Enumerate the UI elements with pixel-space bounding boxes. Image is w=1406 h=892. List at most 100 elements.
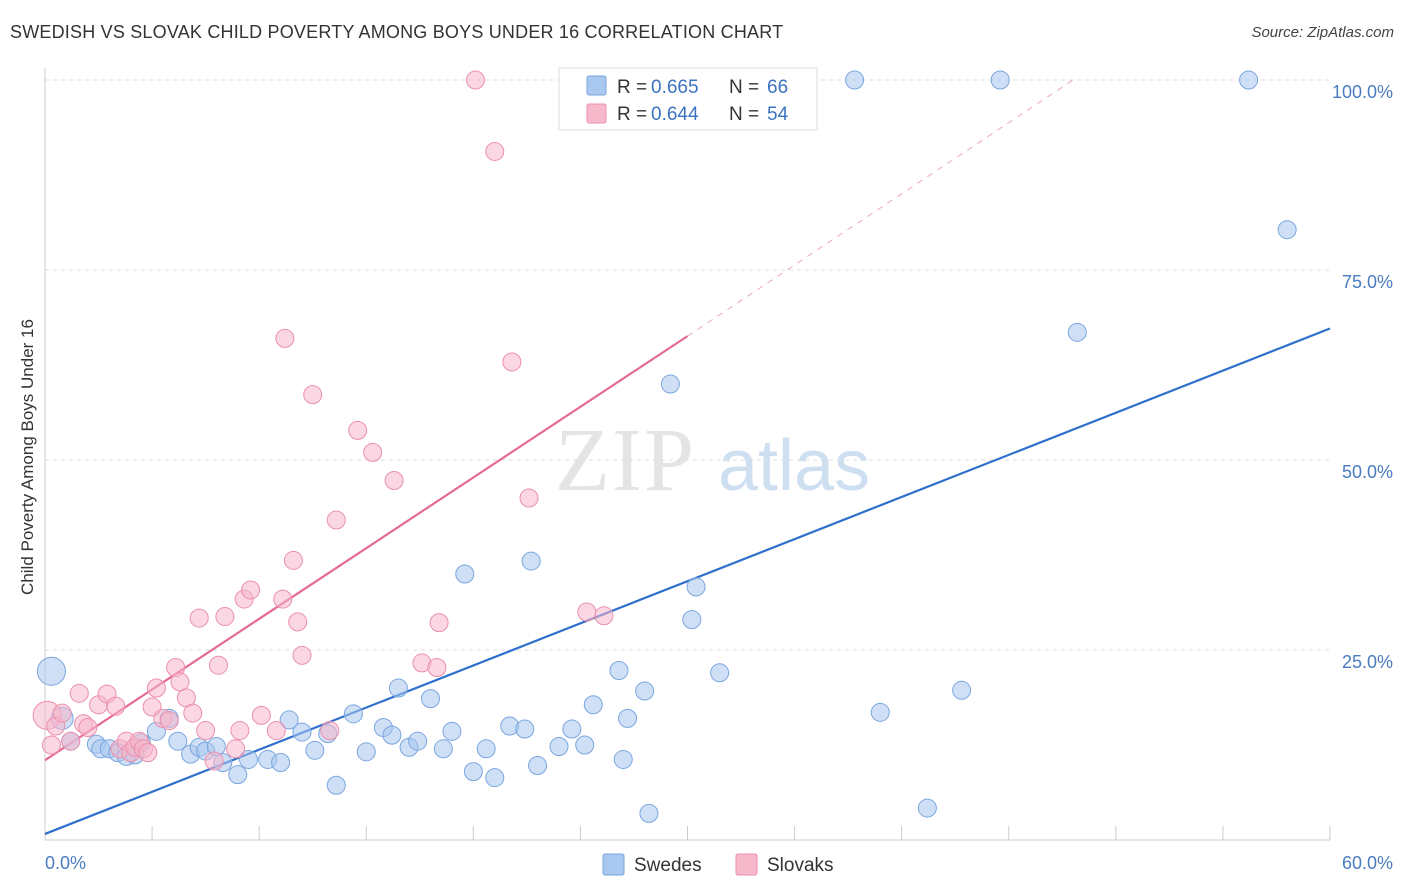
legend-n-value-2: 54 (767, 104, 789, 125)
bottom-legend-swatch-slovaks (735, 853, 758, 876)
axes: 25.0% 50.0% 75.0% 100.0% 0.0% 60.0% (44, 68, 1393, 873)
slovaks-point (241, 580, 261, 600)
swedes-point (515, 719, 535, 739)
bottom-legend-swatch-swedes (602, 853, 625, 876)
x-tick-label: 60.0% (1342, 853, 1393, 873)
swedes-trend-line (44, 327, 1331, 835)
swedes-point (521, 551, 541, 571)
legend-n-label-1: N = (729, 77, 759, 98)
grid (45, 79, 1330, 651)
swedes-point (382, 725, 402, 745)
bottom-legend-label-slovaks: Slovaks (767, 855, 834, 876)
slovaks-point (427, 657, 447, 677)
swedes-point (562, 719, 582, 739)
slovaks-point (251, 705, 271, 725)
swedes-point (682, 610, 702, 630)
swedes-point (408, 731, 428, 751)
legend-swatch-swedes (586, 75, 607, 96)
swedes-point (613, 749, 633, 769)
slovaks-point (52, 703, 72, 723)
slovaks-point (283, 550, 303, 570)
swedes-point (609, 661, 629, 681)
slovaks-point (326, 510, 346, 530)
swedes-point (710, 663, 730, 683)
swedes-point (433, 739, 453, 759)
swedes-point (279, 710, 299, 730)
slovaks-point (348, 420, 368, 440)
legend-r-label-2: R = (617, 104, 647, 125)
slovaks-point (61, 731, 81, 751)
slovaks-point (69, 683, 89, 703)
legend-n-label-2: N = (729, 104, 759, 125)
slovaks-point (170, 672, 190, 692)
swedes-point (343, 704, 363, 724)
slovaks-point (230, 721, 250, 741)
swedes-point (463, 762, 483, 782)
slovaks-point (41, 735, 61, 755)
slovaks-point (266, 721, 286, 741)
slovaks-point (502, 352, 522, 372)
y-tick-label: 100.0% (1332, 82, 1393, 102)
slovaks-point (594, 606, 614, 626)
swedes-point (305, 740, 325, 760)
slovaks-point (208, 655, 228, 675)
slovaks-point (384, 471, 404, 491)
slovaks-point (292, 645, 312, 665)
swedes-point (388, 678, 408, 698)
slovaks-point (288, 612, 308, 632)
slovaks-point (189, 608, 209, 628)
swedes-point (228, 765, 248, 785)
slovaks-point (78, 718, 98, 738)
stats-legend: R = 0.665 N = 66 R = 0.644 N = 54 (558, 67, 818, 131)
slovaks-point (363, 442, 383, 462)
swedes-point (583, 695, 603, 715)
source-label: Source: ZipAtlas.com (1251, 24, 1394, 41)
slovaks-point (204, 751, 224, 771)
slovaks-point (577, 602, 597, 622)
swedes-point (1239, 70, 1259, 90)
swedes-point (528, 756, 548, 776)
swedes-point (639, 803, 659, 823)
swedes-point (356, 742, 376, 762)
y-tick-label: 50.0% (1342, 462, 1393, 482)
y-tick-label: 25.0% (1342, 652, 1393, 672)
slovaks-point (226, 739, 246, 759)
slovaks-point (303, 385, 323, 405)
slovaks-point (320, 721, 340, 741)
swedes-point (575, 735, 595, 755)
slovaks-point (275, 328, 295, 348)
bottom-legend-label-swedes: Swedes (634, 855, 702, 876)
series-legend: Swedes Slovaks (602, 853, 834, 876)
slovaks-point (138, 743, 158, 763)
slovaks-point (215, 607, 235, 627)
swedes-point (917, 798, 937, 818)
data-points (32, 70, 1297, 823)
legend-swatch-slovaks (586, 103, 607, 124)
swedes-point (292, 722, 312, 742)
swedes-point (421, 689, 440, 709)
watermark-atlas: atlas (718, 426, 870, 506)
y-tick-label: 75.0% (1342, 272, 1393, 292)
slovaks-point (146, 678, 166, 698)
y-axis-label: Child Poverty Among Boys Under 16 (18, 319, 37, 595)
swedes-point (168, 731, 188, 751)
swedes-point (660, 374, 680, 394)
swedes-point (952, 680, 972, 700)
swedes-point (485, 768, 505, 788)
swedes-point (442, 721, 462, 741)
slovaks-point (183, 703, 203, 723)
swedes-point (549, 737, 569, 757)
legend-r-label-1: R = (617, 77, 647, 98)
swedes-point (36, 656, 66, 686)
swedes-point (635, 681, 655, 701)
swedes-point (1277, 220, 1297, 240)
swedes-point (686, 577, 706, 597)
swedes-point (326, 775, 346, 795)
swedes-point (618, 708, 638, 728)
slovaks-point (429, 613, 449, 633)
legend-r-value-2: 0.644 (651, 104, 699, 125)
swedes-point (238, 749, 258, 769)
legend-r-value-1: 0.665 (651, 77, 699, 98)
slovaks-point (485, 141, 505, 161)
